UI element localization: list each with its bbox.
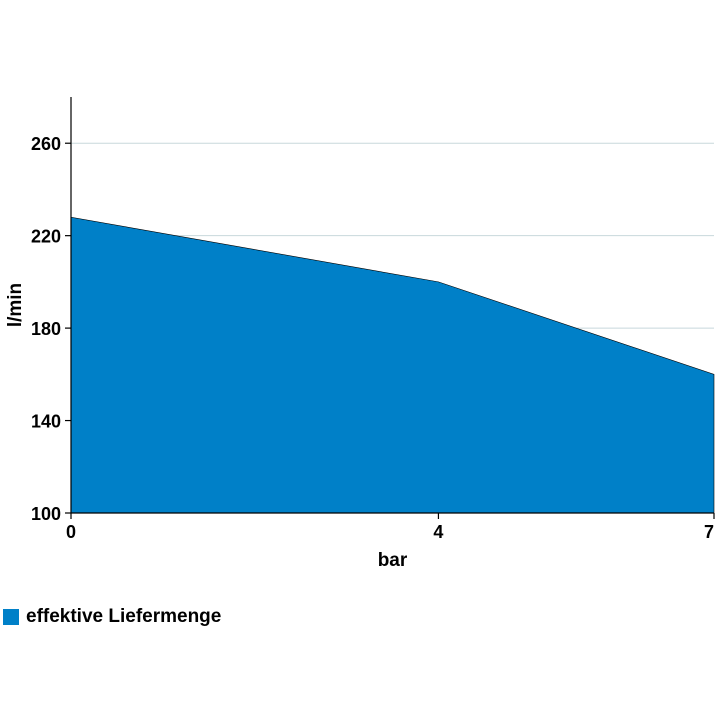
y-tick-label-100: 100 — [31, 504, 61, 524]
y-tick-label-180: 180 — [31, 319, 61, 339]
x-tick-label-7: 7 — [704, 522, 714, 542]
x-tick-label-0: 0 — [66, 522, 76, 542]
axes — [65, 97, 715, 519]
y-tick-labels: 100 140 180 220 260 — [31, 134, 61, 524]
x-axis-title: bar — [378, 550, 408, 571]
x-tick-labels: 0 4 7 — [66, 522, 714, 542]
x-tick-label-4: 4 — [433, 522, 443, 542]
y-axis-title: l/min — [5, 283, 26, 327]
legend-label: effektive Liefermenge — [26, 606, 222, 627]
legend-swatch — [3, 609, 19, 625]
legend: effektive Liefermenge — [3, 606, 221, 628]
y-tick-label-140: 140 — [31, 412, 61, 432]
y-tick-label-260: 260 — [31, 134, 61, 154]
data-area-layer — [70, 216, 715, 514]
y-tick-label-220: 220 — [31, 227, 61, 247]
area-series-0 — [70, 216, 715, 514]
